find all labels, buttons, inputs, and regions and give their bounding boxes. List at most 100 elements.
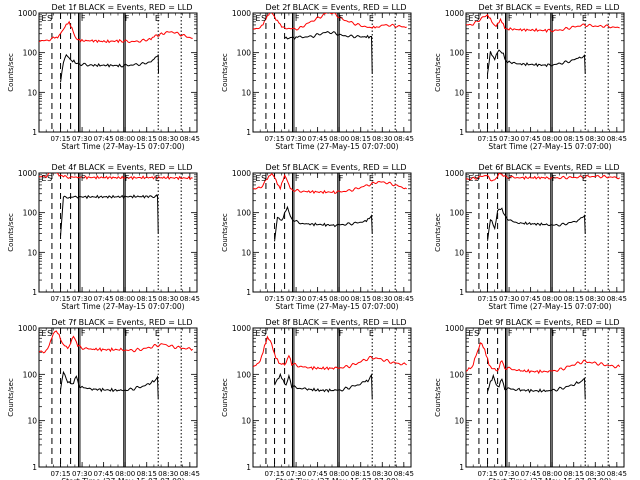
chart-title: Det 4f BLACK = Events, RED = LLD xyxy=(51,163,192,172)
x-tick-label: 07:45 xyxy=(308,295,328,303)
x-tick-label: 07:15 xyxy=(50,470,70,478)
plot-frame xyxy=(38,172,198,293)
y-tick-label: 10 xyxy=(454,417,464,426)
time-marker-label: E xyxy=(155,329,160,338)
y-tick-label: 10 xyxy=(241,88,251,97)
x-tick-label: 08:30 xyxy=(585,295,605,303)
lld-rate-line xyxy=(253,173,407,195)
time-marker-label: S xyxy=(47,174,52,183)
time-marker-label: E xyxy=(582,14,587,23)
x-tick-label: 08:45 xyxy=(394,470,414,478)
x-axis-label: Start Time (27-May-15 07:07:00) xyxy=(275,302,398,311)
y-tick-label: 1000 xyxy=(445,9,464,18)
plot-frame xyxy=(38,327,198,468)
y-axis-label: Counts/sec xyxy=(434,378,442,417)
x-tick-label: 08:30 xyxy=(158,295,178,303)
y-tick-label: 100 xyxy=(450,370,465,379)
time-marker-label: F xyxy=(81,14,86,23)
lld-rate-line xyxy=(253,335,407,371)
x-tick-label: 08:00 xyxy=(115,295,135,303)
chart-panel-4: Det 4f BLACK = Events, RED = LLD 1 10 100 10… xyxy=(7,163,200,311)
chart-panel-1: Det 1f BLACK = Events, RED = LLD 1 10 100 10… xyxy=(7,3,200,151)
chart-panel-6: Det 6f BLACK = Events, RED = LLD 1 10 100 10… xyxy=(434,163,627,311)
x-tick-label: 07:30 xyxy=(499,135,519,143)
time-marker-label: E xyxy=(369,174,374,183)
time-marker-label: F xyxy=(508,329,513,338)
y-tick-label: 1 xyxy=(246,128,251,137)
x-tick-label: 08:45 xyxy=(394,135,414,143)
x-tick-label: 08:00 xyxy=(542,135,562,143)
y-axis-label: Counts/sec xyxy=(7,213,15,252)
x-tick-label: 08:00 xyxy=(329,295,349,303)
time-marker-label: E xyxy=(41,329,46,338)
x-tick-label: 08:15 xyxy=(564,295,584,303)
lld-rate-line xyxy=(466,342,621,375)
time-marker-label: F xyxy=(295,14,300,23)
y-tick-label: 10 xyxy=(454,88,464,97)
event-rate-line xyxy=(60,53,160,83)
x-tick-label: 07:45 xyxy=(94,135,114,143)
y-tick-label: 1000 xyxy=(18,9,37,18)
x-axis-label: Start Time (27-May-15 07:07:00) xyxy=(275,142,398,151)
y-tick-label: 1 xyxy=(32,463,37,472)
x-tick-label: 08:00 xyxy=(542,470,562,478)
x-axis-label: Start Time (27-May-15 07:07:00) xyxy=(488,142,611,151)
time-marker-label: S xyxy=(261,14,266,23)
plot-frame xyxy=(465,172,625,293)
x-tick-label: 08:45 xyxy=(180,135,200,143)
time-marker-label: F xyxy=(339,14,344,23)
x-axis-label: Start Time (27-May-15 07:07:00) xyxy=(61,302,184,311)
time-marker-label: S xyxy=(261,174,266,183)
x-tick-label: 08:30 xyxy=(585,470,605,478)
x-tick-label: 07:15 xyxy=(264,470,284,478)
y-tick-label: 100 xyxy=(450,209,465,218)
x-tick-label: 07:15 xyxy=(264,295,284,303)
x-tick-label: 08:15 xyxy=(351,135,371,143)
time-marker-label: E xyxy=(582,329,587,338)
x-tick-label: 07:30 xyxy=(72,295,92,303)
y-tick-label: 1000 xyxy=(445,324,464,333)
y-tick-label: 1 xyxy=(459,463,464,472)
y-tick-label: 10 xyxy=(27,88,37,97)
x-tick-label: 08:45 xyxy=(607,295,627,303)
x-tick-label: 08:45 xyxy=(607,470,627,478)
time-marker-label: E xyxy=(155,174,160,183)
y-tick-label: 10 xyxy=(27,248,37,257)
x-tick-label: 07:15 xyxy=(477,470,497,478)
time-marker-label: E xyxy=(582,174,587,183)
x-tick-label: 07:45 xyxy=(521,135,541,143)
plot-frame xyxy=(465,12,625,133)
chart-panel-7: Det 7f BLACK = Events, RED = LLD 1 10 100 10… xyxy=(7,318,200,480)
x-tick-label: 08:30 xyxy=(158,470,178,478)
lld-rate-line xyxy=(253,13,407,31)
chart-title: Det 7f BLACK = Events, RED = LLD xyxy=(51,318,192,327)
x-tick-label: 07:45 xyxy=(94,470,114,478)
chart-title: Det 8f BLACK = Events, RED = LLD xyxy=(265,318,406,327)
event-rate-line xyxy=(487,49,586,74)
y-tick-label: 100 xyxy=(237,209,252,218)
time-marker-label: E xyxy=(155,14,160,23)
y-axis-label: Counts/sec xyxy=(221,213,229,252)
time-marker-label: E xyxy=(369,14,374,23)
y-tick-label: 1 xyxy=(459,288,464,297)
time-marker-label: F xyxy=(552,329,557,338)
x-tick-label: 08:45 xyxy=(607,135,627,143)
x-tick-label: 08:30 xyxy=(585,135,605,143)
x-tick-label: 08:15 xyxy=(351,295,371,303)
x-tick-label: 08:15 xyxy=(137,295,157,303)
y-axis-label: Counts/sec xyxy=(7,53,15,92)
x-tick-label: 07:30 xyxy=(286,295,306,303)
chart-title: Det 5f BLACK = Events, RED = LLD xyxy=(265,163,406,172)
plot-frame xyxy=(465,327,625,468)
y-tick-label: 100 xyxy=(237,370,252,379)
x-tick-label: 07:30 xyxy=(72,470,92,478)
time-marker-label: F xyxy=(125,14,130,23)
x-tick-label: 08:00 xyxy=(329,135,349,143)
x-tick-label: 07:30 xyxy=(499,470,519,478)
lld-rate-line xyxy=(39,20,193,44)
chart-panel-8: Det 8f BLACK = Events, RED = LLD 1 10 100 10… xyxy=(221,318,414,480)
y-tick-label: 1000 xyxy=(232,9,251,18)
x-tick-label: 07:15 xyxy=(477,295,497,303)
x-axis-label: Start Time (27-May-15 07:07:00) xyxy=(488,477,611,480)
y-tick-label: 1000 xyxy=(232,169,251,178)
